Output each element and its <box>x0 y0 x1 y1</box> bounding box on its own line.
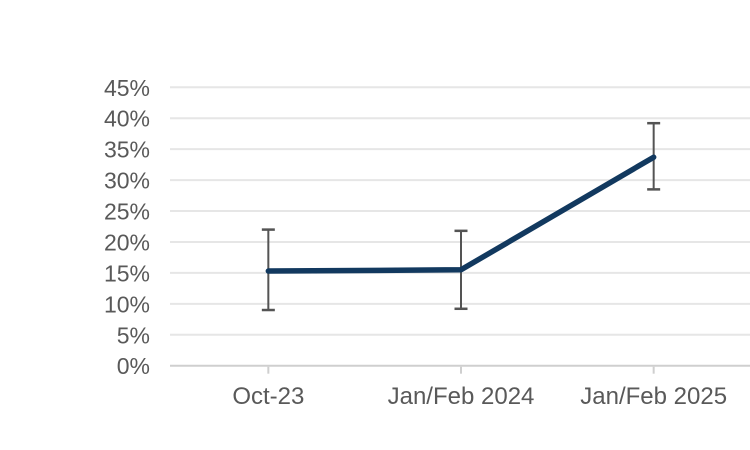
y-axis-label: 25% <box>104 199 150 225</box>
y-axis-label: 45% <box>104 75 150 101</box>
y-axis-label: 30% <box>104 168 150 194</box>
x-axis-category-label: Oct-23 <box>232 383 304 410</box>
y-axis-label: 35% <box>104 137 150 163</box>
y-axis-label: 0% <box>117 353 150 379</box>
series-line <box>265 154 657 274</box>
y-axis-label: 20% <box>104 229 150 255</box>
x-axis-category-label: Jan/Feb 2024 <box>388 383 535 410</box>
y-axis-label: 10% <box>104 291 150 317</box>
y-axis-label: 40% <box>104 106 150 132</box>
y-axis-label: 15% <box>104 260 150 286</box>
y-axis-label: 5% <box>117 322 150 348</box>
x-axis-category-label: Jan/Feb 2025 <box>580 383 727 410</box>
